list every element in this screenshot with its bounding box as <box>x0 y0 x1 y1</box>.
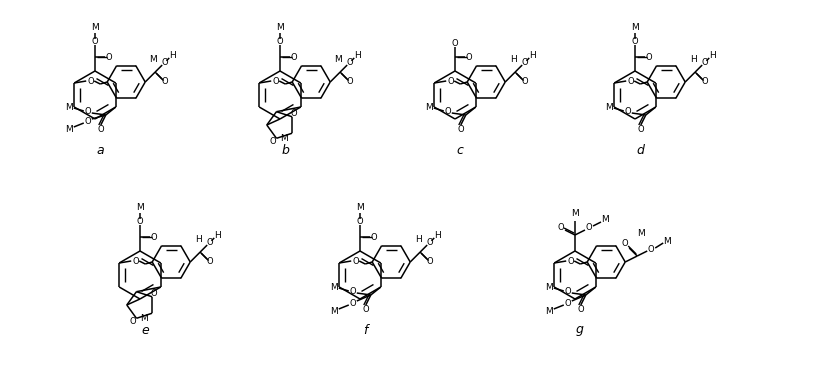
Text: M: M <box>637 230 645 238</box>
Text: M: M <box>140 314 148 323</box>
Text: O: O <box>646 52 652 61</box>
Text: M: M <box>601 215 609 224</box>
Text: H: H <box>169 51 176 60</box>
Text: O: O <box>624 106 631 115</box>
Text: M: M <box>545 307 553 315</box>
Text: O: O <box>558 222 564 231</box>
Text: O: O <box>702 58 708 67</box>
Text: O: O <box>150 289 158 298</box>
Text: M: M <box>571 208 579 218</box>
Text: O: O <box>466 52 472 61</box>
Text: O: O <box>522 58 528 67</box>
Text: H: H <box>510 55 516 64</box>
Text: O: O <box>445 106 451 115</box>
Text: M: M <box>65 103 72 112</box>
Text: M: M <box>136 203 144 212</box>
Text: O: O <box>85 118 91 126</box>
Text: O: O <box>564 286 571 295</box>
Text: O: O <box>150 232 157 241</box>
Text: H: H <box>690 55 697 64</box>
Text: O: O <box>353 257 359 266</box>
Text: M: M <box>330 307 337 315</box>
Text: O: O <box>427 238 433 247</box>
Text: O: O <box>98 125 104 134</box>
Text: b: b <box>281 144 289 157</box>
Text: O: O <box>628 77 634 87</box>
Text: O: O <box>85 106 91 115</box>
Text: O: O <box>648 244 654 253</box>
Text: M: M <box>334 55 342 64</box>
Text: M: M <box>605 103 613 112</box>
Text: e: e <box>141 324 149 337</box>
Text: M: M <box>545 282 553 292</box>
Text: O: O <box>585 222 593 231</box>
Text: O: O <box>133 257 140 266</box>
Text: O: O <box>162 58 168 67</box>
Text: O: O <box>522 77 528 87</box>
Text: a: a <box>96 144 104 157</box>
Text: H: H <box>709 51 715 60</box>
Text: O: O <box>568 257 575 266</box>
Text: O: O <box>448 77 454 87</box>
Text: H: H <box>195 235 202 244</box>
Text: O: O <box>458 125 464 134</box>
Text: O: O <box>350 299 356 308</box>
Text: c: c <box>457 144 463 157</box>
Text: H: H <box>528 51 536 60</box>
Text: O: O <box>371 232 377 241</box>
Text: O: O <box>350 286 356 295</box>
Text: O: O <box>363 305 369 314</box>
Text: O: O <box>357 217 363 225</box>
Text: O: O <box>577 305 584 314</box>
Text: g: g <box>576 324 584 337</box>
Text: O: O <box>702 77 708 87</box>
Text: O: O <box>346 58 354 67</box>
Text: O: O <box>207 257 213 266</box>
Text: O: O <box>632 36 638 45</box>
Text: O: O <box>346 77 354 87</box>
Text: O: O <box>129 317 136 326</box>
Text: M: M <box>150 55 157 64</box>
Text: O: O <box>564 299 571 308</box>
Text: M: M <box>330 282 337 292</box>
Text: O: O <box>291 109 298 118</box>
Text: O: O <box>162 77 168 87</box>
Text: H: H <box>214 231 220 240</box>
Text: M: M <box>91 23 99 32</box>
Text: O: O <box>269 137 276 146</box>
Text: O: O <box>452 38 459 48</box>
Text: M: M <box>356 203 364 212</box>
Text: O: O <box>276 36 283 45</box>
Text: M: M <box>631 23 639 32</box>
Text: O: O <box>92 36 98 45</box>
Text: M: M <box>65 125 72 134</box>
Text: O: O <box>106 52 112 61</box>
Text: f: f <box>363 324 367 337</box>
Text: d: d <box>636 144 644 157</box>
Text: M: M <box>663 237 671 246</box>
Text: O: O <box>637 125 644 134</box>
Text: H: H <box>415 235 422 244</box>
Text: O: O <box>137 217 143 225</box>
Text: M: M <box>425 103 433 112</box>
Text: H: H <box>433 231 441 240</box>
Text: O: O <box>273 77 280 87</box>
Text: H: H <box>354 51 360 60</box>
Text: M: M <box>280 134 288 143</box>
Text: O: O <box>427 257 433 266</box>
Text: O: O <box>207 238 213 247</box>
Text: O: O <box>88 77 94 87</box>
Text: M: M <box>276 23 284 32</box>
Text: O: O <box>622 240 628 248</box>
Text: O: O <box>291 52 298 61</box>
